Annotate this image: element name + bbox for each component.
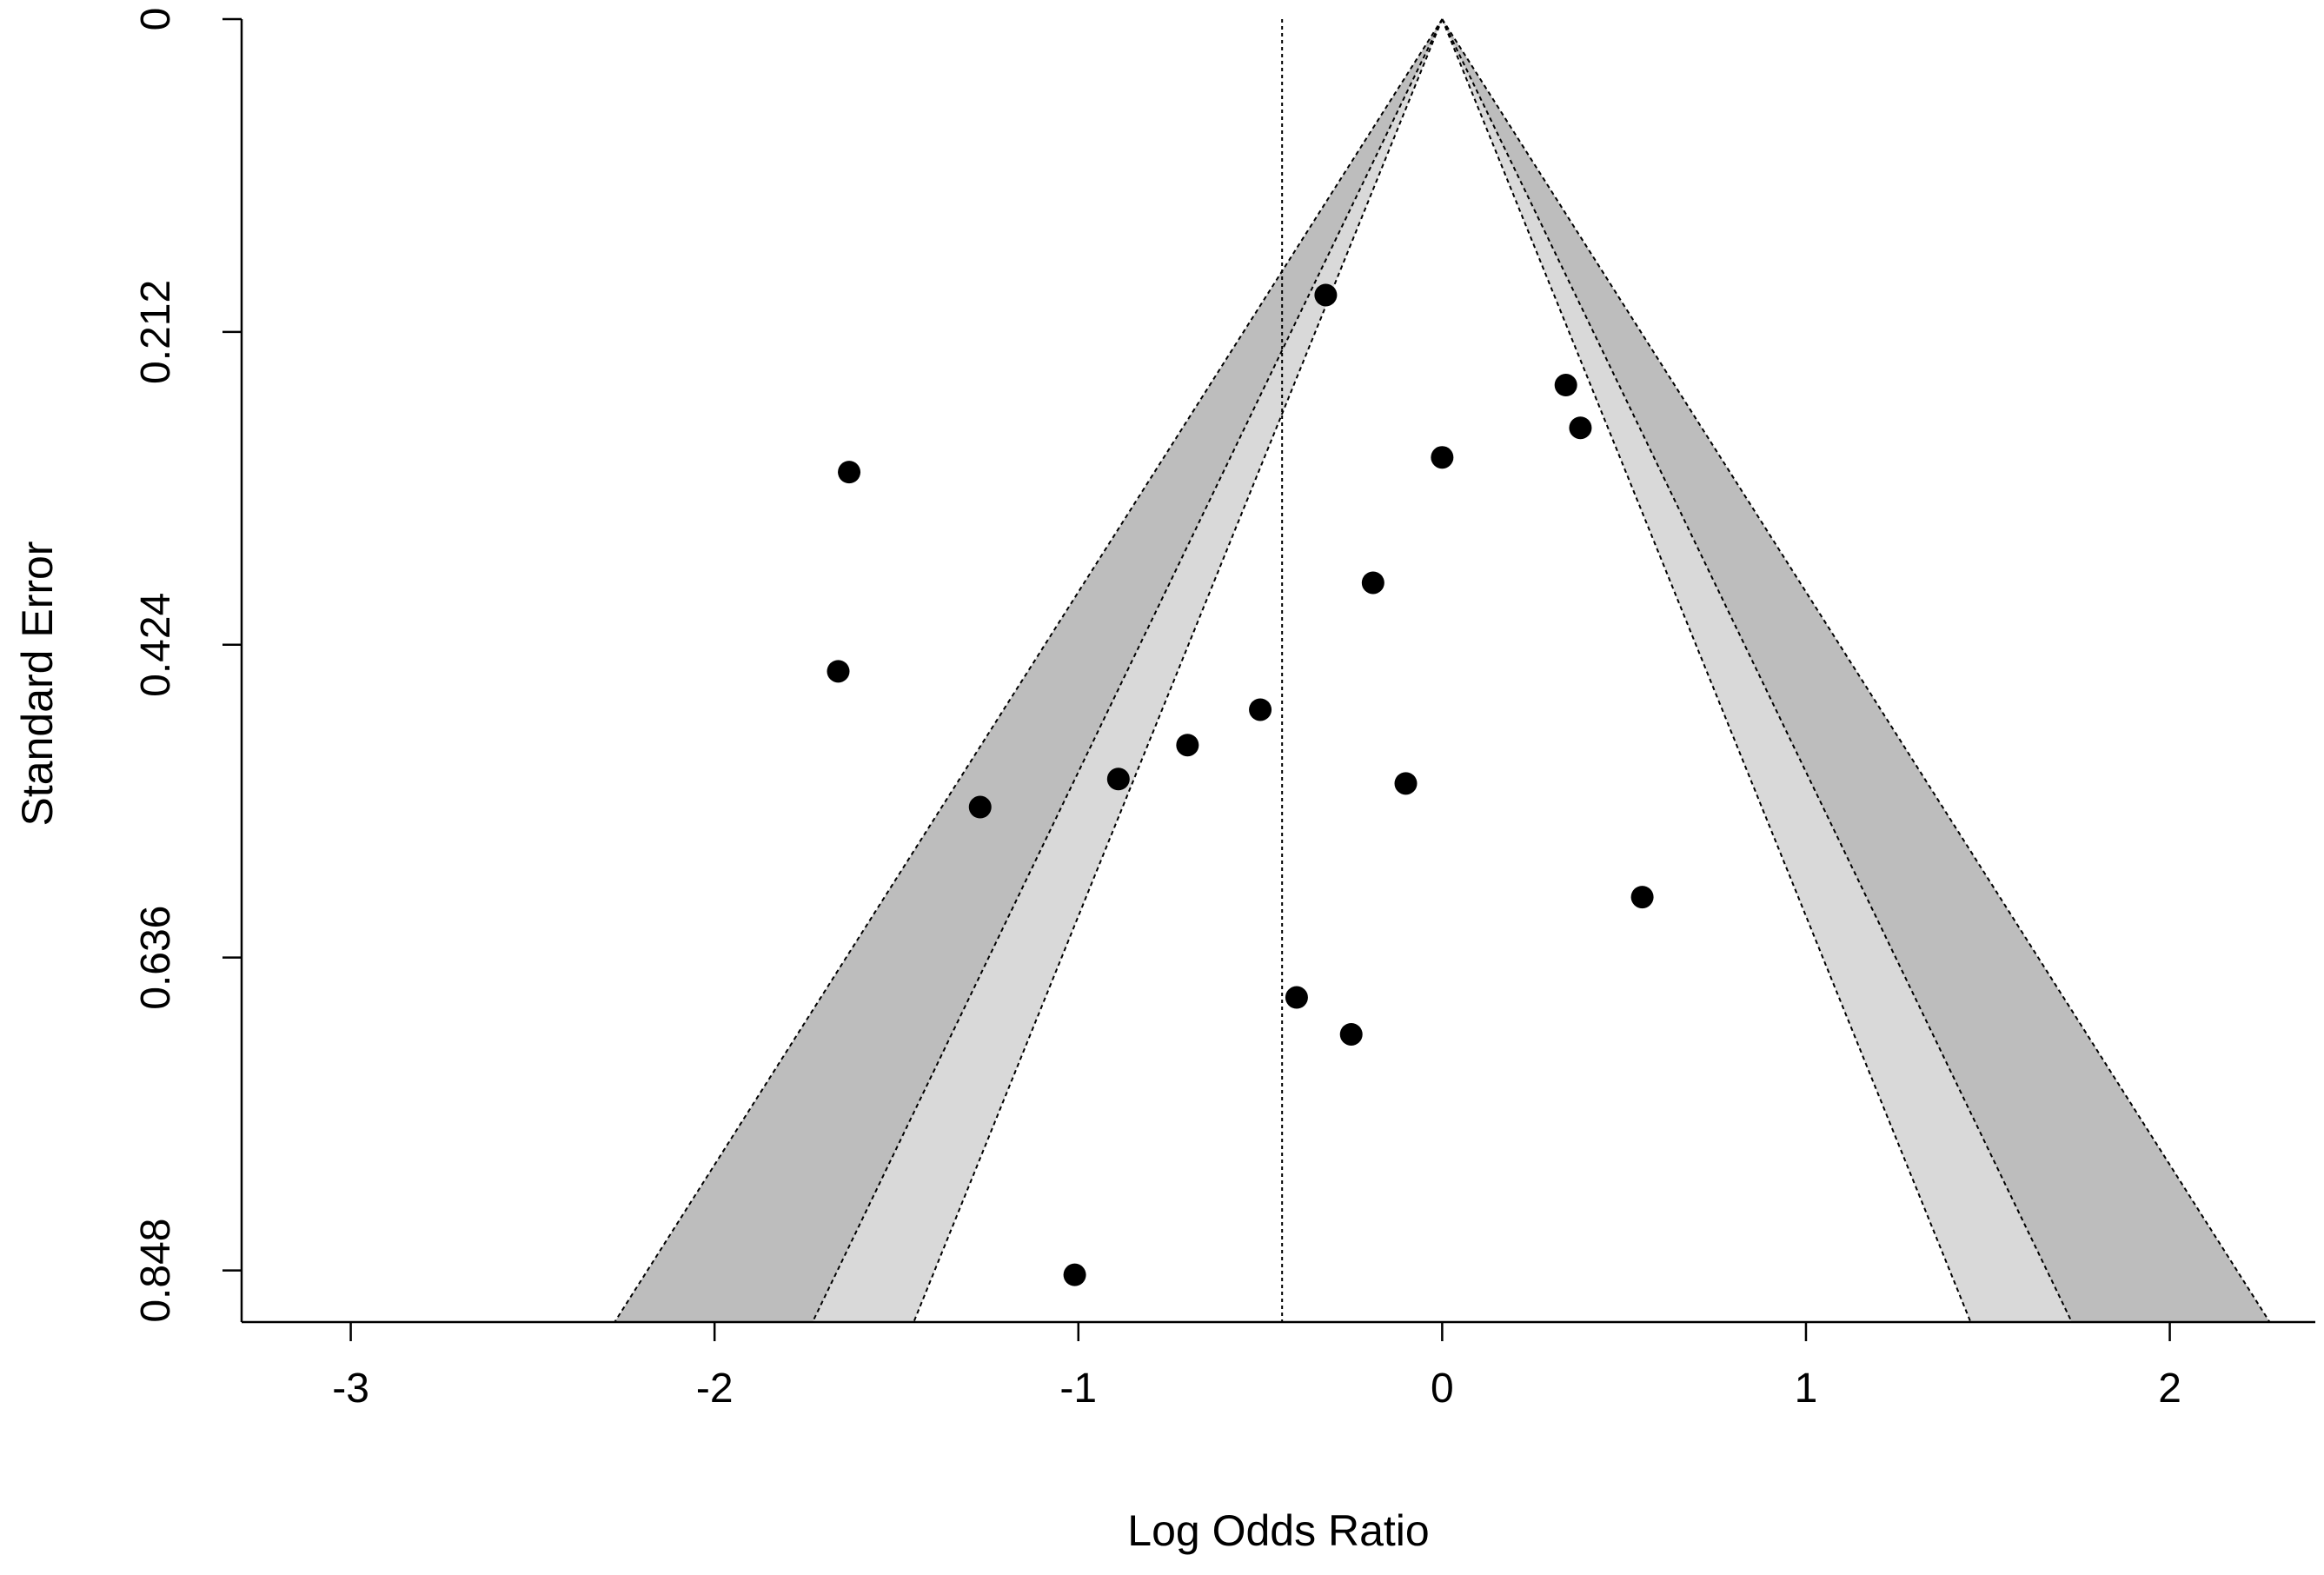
- x-axis-title: Log Odds Ratio: [1127, 1506, 1429, 1555]
- x-tick-label: -1: [1059, 1366, 1097, 1412]
- significance-contours: [614, 18, 2271, 1323]
- study-point: [1249, 698, 1272, 721]
- y-tick-label: 0.212: [133, 280, 179, 384]
- y-tick-label: 0.636: [133, 906, 179, 1010]
- contour-edge-right-2: [1441, 18, 2073, 1323]
- study-point: [968, 795, 992, 819]
- study-point: [1063, 1263, 1086, 1286]
- x-tick-label: -3: [332, 1366, 369, 1412]
- study-point: [1285, 986, 1308, 1009]
- contour-edge-left-1: [614, 18, 1444, 1323]
- study-point: [838, 461, 861, 484]
- x-axis-ticks: -3 -2 -1 0 1 2: [332, 1322, 2181, 1412]
- contour-region-3: [913, 19, 1971, 1322]
- contour-edge-left-2: [812, 18, 1444, 1323]
- y-axis-ticks: 0 0.212 0.424 0.636 0.848: [133, 8, 242, 1323]
- study-point: [1394, 772, 1418, 795]
- study-point: [1554, 374, 1577, 397]
- study-point: [1630, 886, 1654, 909]
- x-tick-label: 0: [1431, 1366, 1454, 1412]
- study-points: [827, 283, 1654, 1286]
- study-point: [1361, 571, 1384, 595]
- study-point: [1569, 416, 1592, 440]
- y-tick-label: 0: [133, 8, 179, 31]
- study-point: [1106, 768, 1130, 791]
- study-point: [1314, 283, 1338, 307]
- x-tick-label: 1: [1795, 1366, 1818, 1412]
- study-point: [1431, 446, 1454, 469]
- study-point: [1176, 734, 1199, 757]
- study-point: [1339, 1022, 1363, 1046]
- x-tick-label: -2: [696, 1366, 734, 1412]
- study-point: [827, 660, 850, 683]
- y-tick-label: 0.848: [133, 1219, 179, 1323]
- y-tick-label: 0.424: [133, 593, 179, 697]
- y-axis-title: Standard Error: [13, 542, 62, 827]
- contour-edge-right-1: [1441, 18, 2271, 1323]
- x-tick-label: 2: [2158, 1366, 2181, 1412]
